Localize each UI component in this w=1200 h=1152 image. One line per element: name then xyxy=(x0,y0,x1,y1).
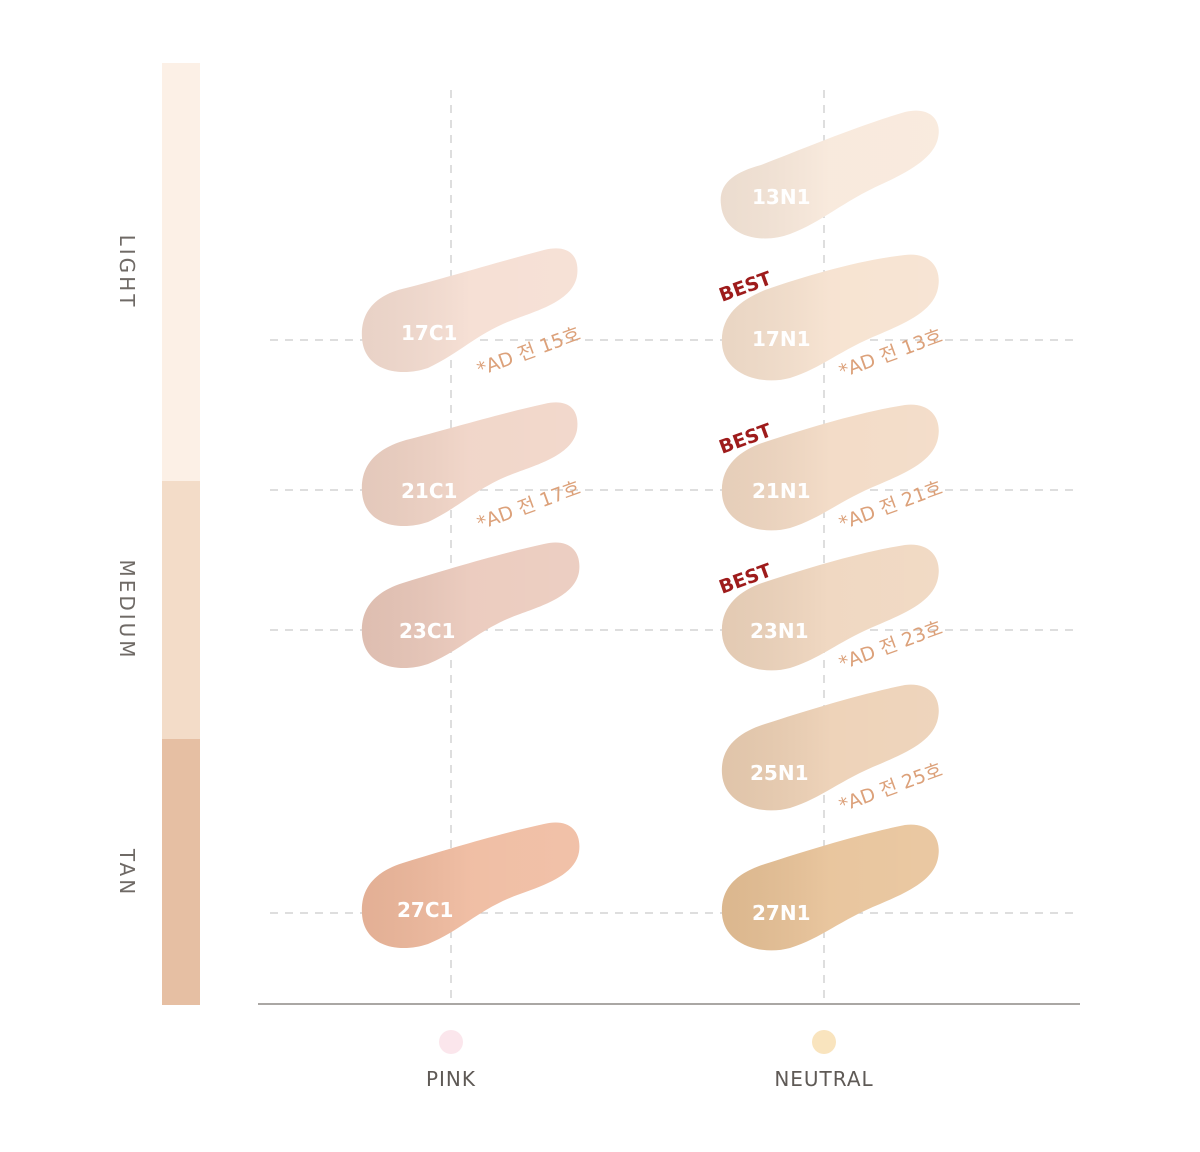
swatch-17C1-ad-note: *AD 전 15호 xyxy=(474,323,583,381)
swatch-27C1: 27C1 xyxy=(361,822,580,949)
swatch-17N1-sheen xyxy=(721,254,939,381)
swatch-23N1: 23N1 BEST *AD 전 23호 xyxy=(716,544,946,675)
swatch-17N1-label: 17N1 xyxy=(752,327,811,351)
swatch-23C1-label: 23C1 xyxy=(399,619,455,643)
swatch-21C1: 21C1 *AD 전 17호 xyxy=(361,402,584,535)
pink-dot xyxy=(439,1030,463,1054)
swatch-21N1-label: 21N1 xyxy=(752,479,811,503)
tone-label-pink: PINK xyxy=(426,1067,476,1091)
level-bar xyxy=(162,63,200,1005)
swatch-23N1-sheen xyxy=(721,544,939,671)
swatch-27N1: 27N1 xyxy=(721,824,939,951)
swatch-25N1-label: 25N1 xyxy=(750,761,809,785)
swatch-17C1-sheen xyxy=(361,248,578,373)
swatch-25N1-sheen xyxy=(721,684,939,811)
swatch-21N1: 21N1 BEST *AD 전 21호 xyxy=(716,404,946,535)
level-band-tan xyxy=(162,739,200,1005)
swatch-27N1-label: 27N1 xyxy=(752,901,811,925)
swatch-23N1-label: 23N1 xyxy=(750,619,809,643)
swatch-13N1: 13N1 xyxy=(720,110,939,239)
swatch-21N1-sheen xyxy=(721,404,939,531)
swatch-25N1: 25N1 *AD 전 25호 xyxy=(721,684,946,817)
neutral-dot xyxy=(812,1030,836,1054)
level-band-light xyxy=(162,63,200,481)
swatch-27C1-sheen xyxy=(361,822,580,949)
swatch-27C1-label: 27C1 xyxy=(397,898,453,922)
level-label-medium: MEDIUM xyxy=(115,559,139,660)
level-label-tan: TAN xyxy=(115,848,139,897)
swatch-21C1-ad-note: *AD 전 17호 xyxy=(474,477,583,535)
swatch-23C1-sheen xyxy=(361,542,580,669)
swatch-21C1-label: 21C1 xyxy=(401,479,457,503)
level-label-light: LIGHT xyxy=(115,235,139,310)
swatch-17N1: 17N1 BEST *AD 전 13호 xyxy=(716,254,946,383)
grid xyxy=(270,90,1080,1000)
swatch-13N1-label: 13N1 xyxy=(752,185,811,209)
swatch-17C1: 17C1 *AD 전 15호 xyxy=(361,248,584,381)
swatch-23C1: 23C1 xyxy=(361,542,580,669)
tone-label-neutral: NEUTRAL xyxy=(774,1067,873,1091)
swatches: 13N1 17C1 *AD 전 15호 17N1 BEST *AD 전 13호 … xyxy=(361,110,946,951)
swatch-17C1-label: 17C1 xyxy=(401,321,457,345)
level-band-medium xyxy=(162,481,200,739)
swatch-27N1-sheen xyxy=(721,824,939,951)
swatch-13N1-sheen xyxy=(720,110,939,239)
swatch-21C1-sheen xyxy=(361,402,578,527)
